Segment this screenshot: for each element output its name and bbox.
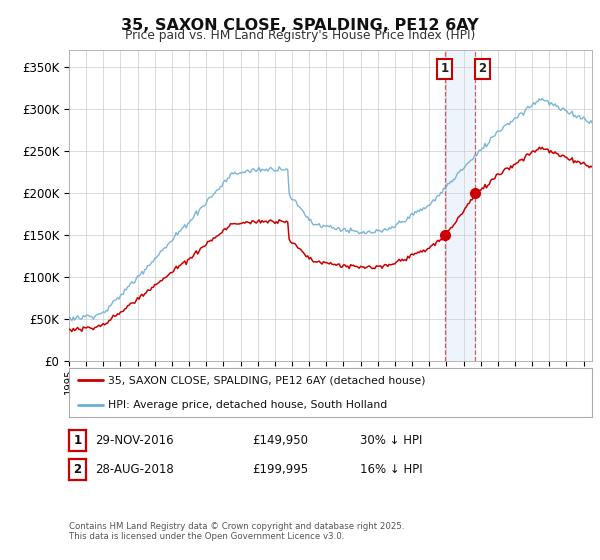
Text: 35, SAXON CLOSE, SPALDING, PE12 6AY: 35, SAXON CLOSE, SPALDING, PE12 6AY bbox=[121, 18, 479, 33]
Text: 2: 2 bbox=[479, 62, 487, 76]
Text: 2: 2 bbox=[73, 463, 82, 477]
Text: HPI: Average price, detached house, South Holland: HPI: Average price, detached house, Sout… bbox=[108, 400, 388, 410]
Text: Contains HM Land Registry data © Crown copyright and database right 2025.
This d: Contains HM Land Registry data © Crown c… bbox=[69, 522, 404, 542]
Text: 1: 1 bbox=[73, 433, 82, 447]
Text: 35, SAXON CLOSE, SPALDING, PE12 6AY (detached house): 35, SAXON CLOSE, SPALDING, PE12 6AY (det… bbox=[108, 375, 426, 385]
Text: £199,995: £199,995 bbox=[252, 463, 308, 477]
Text: 16% ↓ HPI: 16% ↓ HPI bbox=[360, 463, 422, 477]
Text: Price paid vs. HM Land Registry's House Price Index (HPI): Price paid vs. HM Land Registry's House … bbox=[125, 29, 475, 42]
Text: 1: 1 bbox=[441, 62, 449, 76]
Text: 30% ↓ HPI: 30% ↓ HPI bbox=[360, 433, 422, 447]
Text: 28-AUG-2018: 28-AUG-2018 bbox=[95, 463, 173, 477]
Bar bbox=[445, 50, 475, 361]
Text: 29-NOV-2016: 29-NOV-2016 bbox=[95, 433, 173, 447]
Text: £149,950: £149,950 bbox=[252, 433, 308, 447]
